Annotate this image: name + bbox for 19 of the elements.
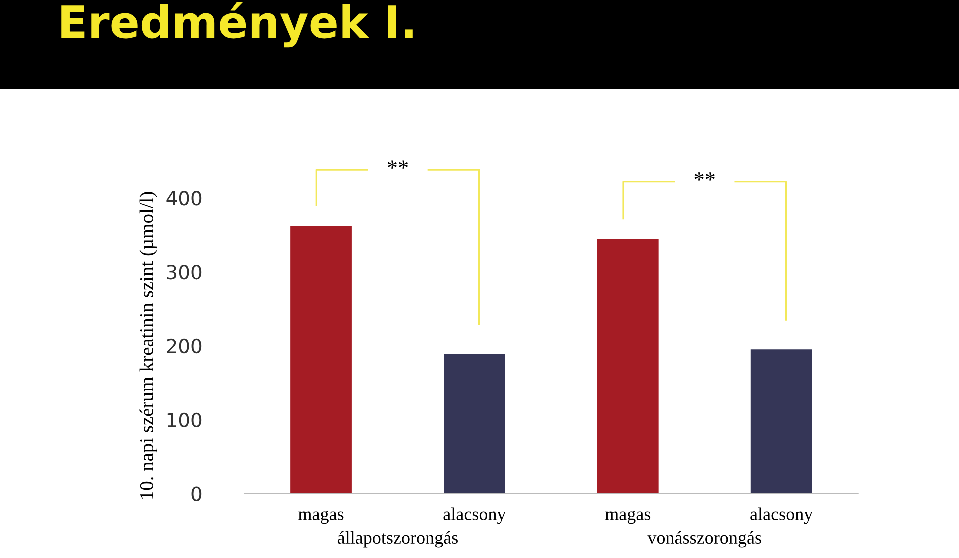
text: állapotszorongás: [338, 531, 458, 548]
y-tick-label: 200: [167, 338, 202, 354]
bar: [750, 350, 812, 494]
x-tick-label: magas: [605, 510, 651, 524]
chart-title: Eredmények I.: [62, 2, 413, 48]
bar: [597, 239, 659, 494]
x-tick-label: alacsony: [750, 508, 814, 524]
text: vonásszorongás: [648, 531, 762, 548]
text: **: [694, 172, 715, 181]
bar: [290, 226, 352, 494]
y-tick-label: 300: [167, 264, 202, 280]
y-tick-label: 400: [166, 191, 202, 206]
x-tick-label: alacsony: [444, 508, 506, 524]
y-tick-label: 100: [168, 412, 202, 428]
y-axis-title: 10. napi szérum kreatinin szint (µmol/l): [140, 192, 158, 499]
x-tick-label: magas: [298, 510, 344, 524]
text: **: [388, 160, 408, 169]
y-tick-label: 0: [192, 486, 202, 502]
bar: [444, 354, 506, 494]
